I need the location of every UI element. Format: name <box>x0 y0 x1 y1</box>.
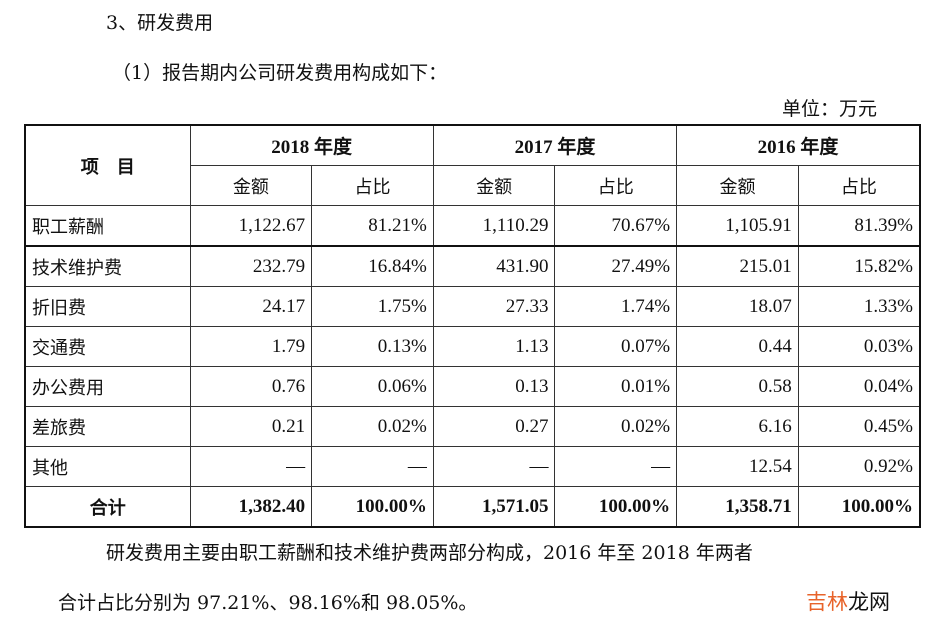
ratio-cell: 0.45% <box>797 406 921 447</box>
ratio-cell: 70.67% <box>554 205 678 247</box>
amount-cell: 1,358.71 <box>676 486 799 528</box>
amount-cell: 1,382.40 <box>189 486 313 528</box>
ratio-cell: 27.49% <box>554 245 678 287</box>
amount-cell: 215.01 <box>676 245 799 287</box>
rd-expense-table: 项 目 2018 年度 2017 年度 2016 年度 金额 占比 金额 占比 … <box>24 124 921 528</box>
ratio-cell: — <box>311 446 434 487</box>
amount-header: 金额 <box>189 165 313 206</box>
ratio-header: 占比 <box>797 165 921 206</box>
ratio-cell: 16.84% <box>311 245 434 287</box>
table-row: 差旅费 0.21 0.02% 0.27 0.02% 6.16 0.45% <box>24 406 921 447</box>
section-heading: 3、研发费用 <box>106 12 214 34</box>
summary-paragraph-line1: 研发费用主要由职工薪酬和技术维护费两部分构成，2016 年至 2018 年两者 <box>106 542 753 564</box>
amount-cell: 1.79 <box>189 326 313 367</box>
row-label: 交通费 <box>24 326 191 367</box>
row-label: 办公费用 <box>24 366 191 407</box>
row-label: 其他 <box>24 446 191 487</box>
amount-cell: 1,110.29 <box>432 205 556 247</box>
ratio-cell: 100.00% <box>797 486 921 528</box>
amount-cell: — <box>189 446 313 487</box>
amount-cell: 0.44 <box>676 326 799 367</box>
ratio-cell: 100.00% <box>554 486 678 528</box>
ratio-cell: 81.21% <box>311 205 434 247</box>
amount-cell: 1,571.05 <box>432 486 556 528</box>
summary-paragraph-line2: 合计占比分别为 97.21%、98.16%和 98.05%。 <box>58 592 478 614</box>
row-label: 差旅费 <box>24 406 191 447</box>
unit-label: 单位：万元 <box>782 98 878 120</box>
amount-cell: 12.54 <box>676 446 799 487</box>
ratio-cell: 0.01% <box>554 366 678 407</box>
amount-cell: 24.17 <box>189 286 313 327</box>
ratio-cell: 1.33% <box>797 286 921 327</box>
table-row: 交通费 1.79 0.13% 1.13 0.07% 0.44 0.03% <box>24 326 921 367</box>
year-header-2016: 2016 年度 <box>676 124 921 166</box>
amount-cell: 431.90 <box>432 245 556 287</box>
table-row: 技术维护费 232.79 16.84% 431.90 27.49% 215.01 15.82… <box>24 245 921 287</box>
amount-header: 金额 <box>676 165 799 206</box>
ratio-header: 占比 <box>554 165 678 206</box>
table-row: 折旧费 24.17 1.75% 27.33 1.74% 18.07 1.33% <box>24 286 921 327</box>
amount-header: 金额 <box>432 165 556 206</box>
ratio-cell: 0.04% <box>797 366 921 407</box>
ratio-cell: 0.13% <box>311 326 434 367</box>
amount-cell: 0.27 <box>432 406 556 447</box>
amount-cell: 18.07 <box>676 286 799 327</box>
watermark-logo: 吉林龙网 <box>806 586 890 616</box>
row-label: 合计 <box>24 486 191 528</box>
ratio-cell: 1.75% <box>311 286 434 327</box>
amount-cell: 27.33 <box>432 286 556 327</box>
amount-cell: 232.79 <box>189 245 313 287</box>
year-header-2018: 2018 年度 <box>189 124 434 166</box>
subsection-heading: （1）报告期内公司研发费用构成如下： <box>112 62 448 84</box>
watermark-part1: 吉林 <box>806 590 848 614</box>
ratio-cell: 0.02% <box>554 406 678 447</box>
amount-cell: 6.16 <box>676 406 799 447</box>
table-row: 其他 — — — —12.54 0.92% <box>24 446 921 487</box>
item-header: 项 目 <box>24 124 191 206</box>
amount-cell: 1.13 <box>432 326 556 367</box>
total-row: 合计 1,382.40 100.00% 1,571.05 100.00% 1,358.71… <box>24 486 921 528</box>
table-row: 办公费用 0.76 0.06% 0.13 0.01% 0.58 0.04% <box>24 366 921 407</box>
year-header-2017: 2017 年度 <box>432 124 678 166</box>
ratio-cell: — <box>554 446 678 487</box>
amount-cell: 1,105.91 <box>676 205 799 247</box>
row-label: 技术维护费 <box>24 245 191 287</box>
ratio-cell: 0.02% <box>311 406 434 447</box>
watermark-part2: 龙网 <box>848 590 890 614</box>
ratio-cell: 100.00% <box>311 486 434 528</box>
ratio-cell: 81.39% <box>797 205 921 247</box>
ratio-cell: 0.03% <box>797 326 921 367</box>
row-label: 折旧费 <box>24 286 191 327</box>
amount-cell: 0.21 <box>189 406 313 447</box>
row-label: 职工薪酬 <box>24 205 191 247</box>
ratio-cell: 0.06% <box>311 366 434 407</box>
amount-cell: — <box>432 446 556 487</box>
ratio-cell: 0.07% <box>554 326 678 367</box>
amount-cell: 0.76 <box>189 366 313 407</box>
amount-cell: 0.58 <box>676 366 799 407</box>
amount-cell: 0.13 <box>432 366 556 407</box>
ratio-header: 占比 <box>311 165 434 206</box>
amount-cell: 1,122.67 <box>189 205 313 247</box>
ratio-cell: 15.82% <box>797 245 921 287</box>
table-row: 职工薪酬 1,122.67 81.21% 1,110.29 70.67% 1,105.91… <box>24 205 921 247</box>
ratio-cell: 1.74% <box>554 286 678 327</box>
ratio-cell: 0.92% <box>797 446 921 487</box>
